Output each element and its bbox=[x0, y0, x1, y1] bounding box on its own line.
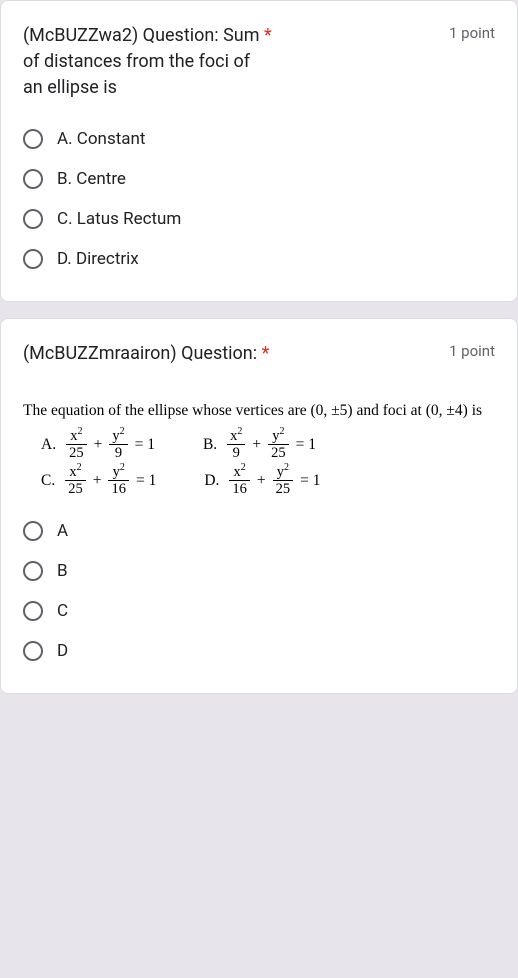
title-part-c: an ellipse is bbox=[23, 77, 117, 98]
plus-sign: + bbox=[93, 433, 104, 456]
equation-d: D. x2 16 + y2 25 = 1 bbox=[204, 465, 320, 497]
embedded-question-image: The equation of the ellipse whose vertic… bbox=[23, 399, 495, 496]
denominator: 16 bbox=[108, 481, 129, 497]
equation-letter: D. bbox=[204, 469, 219, 492]
question-title: 1 point (McBUZZmraairon) Question: * bbox=[23, 341, 495, 367]
equals-one: = 1 bbox=[295, 433, 316, 456]
fraction: x2 16 bbox=[229, 465, 250, 497]
title-part-a: (McBUZZwa2) Question: Sum bbox=[23, 25, 260, 46]
fraction: x2 9 bbox=[227, 429, 245, 461]
option-d[interactable]: D. Directrix bbox=[23, 239, 495, 279]
numerator-var: y bbox=[277, 464, 284, 480]
options-group: A B C D bbox=[23, 511, 495, 671]
radio-icon bbox=[23, 641, 43, 661]
denominator: 25 bbox=[268, 445, 289, 461]
option-label: B bbox=[57, 561, 68, 581]
option-label: C bbox=[57, 601, 68, 621]
question-card-2: 1 point (McBUZZmraairon) Question: * The… bbox=[0, 318, 518, 693]
equation-c: C. x2 25 + y2 16 = 1 bbox=[41, 465, 156, 497]
denominator: 9 bbox=[227, 445, 245, 461]
option-label: D. Directrix bbox=[57, 249, 139, 269]
option-b[interactable]: B. Centre bbox=[23, 159, 495, 199]
numerator-var: y bbox=[113, 464, 120, 480]
equation-row-2: C. x2 25 + y2 16 = 1 D. x2 16 + bbox=[41, 465, 495, 497]
fraction: y2 25 bbox=[268, 429, 289, 461]
points-label: 1 point bbox=[449, 23, 495, 45]
title-text: (McBUZZmraairon) Question: bbox=[23, 343, 257, 364]
fraction: y2 16 bbox=[108, 465, 129, 497]
numerator-var: x bbox=[234, 464, 241, 480]
denominator: 25 bbox=[65, 481, 86, 497]
numerator-var: x bbox=[69, 464, 76, 480]
option-c[interactable]: C. Latus Rectum bbox=[23, 199, 495, 239]
equals-one: = 1 bbox=[134, 433, 155, 456]
option-a[interactable]: A bbox=[23, 511, 495, 551]
option-label: C. Latus Rectum bbox=[57, 209, 181, 229]
plus-sign: + bbox=[251, 433, 262, 456]
denominator: 25 bbox=[273, 481, 294, 497]
equation-a: A. x2 25 + y2 9 = 1 bbox=[41, 429, 155, 461]
equation-row-1: A. x2 25 + y2 9 = 1 B. x2 9 + bbox=[41, 429, 495, 461]
equals-one: = 1 bbox=[299, 469, 320, 492]
radio-icon bbox=[23, 249, 43, 269]
option-label: A bbox=[57, 521, 68, 541]
title-part-b: of distances from the foci of bbox=[23, 51, 250, 72]
embedded-intro: The equation of the ellipse whose vertic… bbox=[23, 399, 495, 422]
fraction: y2 25 bbox=[273, 465, 294, 497]
required-asterisk: * bbox=[264, 25, 272, 46]
equation-letter: A. bbox=[41, 433, 56, 456]
fraction: x2 25 bbox=[65, 465, 86, 497]
denominator: 9 bbox=[109, 445, 127, 461]
option-a[interactable]: A. Constant bbox=[23, 119, 495, 159]
radio-icon bbox=[23, 209, 43, 229]
numerator-var: y bbox=[112, 428, 119, 444]
radio-icon bbox=[23, 169, 43, 189]
fraction: y2 9 bbox=[109, 429, 127, 461]
option-label: A. Constant bbox=[57, 129, 145, 149]
option-label: B. Centre bbox=[57, 169, 126, 189]
denominator: 25 bbox=[66, 445, 87, 461]
plus-sign: + bbox=[256, 469, 267, 492]
equals-one: = 1 bbox=[135, 469, 156, 492]
question-card-1: 1 point (McBUZZwa2) Question: Sum * of d… bbox=[0, 0, 518, 302]
radio-icon bbox=[23, 561, 43, 581]
numerator-var: y bbox=[272, 428, 279, 444]
plus-sign: + bbox=[92, 469, 103, 492]
radio-icon bbox=[23, 129, 43, 149]
fraction: x2 25 bbox=[66, 429, 87, 461]
options-group: A. Constant B. Centre C. Latus Rectum D.… bbox=[23, 119, 495, 279]
denominator: 16 bbox=[229, 481, 250, 497]
equation-letter: B. bbox=[203, 433, 217, 456]
radio-icon bbox=[23, 601, 43, 621]
required-asterisk: * bbox=[262, 343, 270, 364]
question-title: 1 point (McBUZZwa2) Question: Sum * of d… bbox=[23, 23, 495, 101]
radio-icon bbox=[23, 521, 43, 541]
option-c[interactable]: C bbox=[23, 591, 495, 631]
equation-letter: C. bbox=[41, 469, 55, 492]
equation-b: B. x2 9 + y2 25 = 1 bbox=[203, 429, 316, 461]
option-d[interactable]: D bbox=[23, 631, 495, 671]
option-b[interactable]: B bbox=[23, 551, 495, 591]
points-label: 1 point bbox=[449, 341, 495, 363]
option-label: D bbox=[57, 641, 68, 661]
